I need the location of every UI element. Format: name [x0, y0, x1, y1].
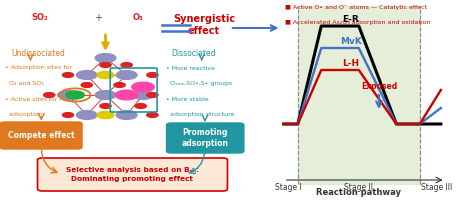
Text: ■ Active O• and O⁻ atoms — Catalytic effect: ■ Active O• and O⁻ atoms — Catalytic eff…: [285, 5, 427, 10]
FancyBboxPatch shape: [38, 158, 227, 191]
Text: • More reactive: • More reactive: [166, 66, 215, 71]
Circle shape: [116, 71, 137, 79]
Text: adsorption: adsorption: [5, 112, 42, 117]
Text: ■ Accelerated As₂O₃ adsorption and oxidation: ■ Accelerated As₂O₃ adsorption and oxida…: [285, 20, 431, 25]
Circle shape: [76, 71, 97, 79]
Circle shape: [135, 104, 146, 108]
Circle shape: [97, 111, 114, 119]
Text: • Adsorption sites for: • Adsorption sites for: [5, 66, 72, 71]
Text: L-H: L-H: [342, 60, 359, 68]
Circle shape: [62, 113, 74, 117]
Text: • More stable: • More stable: [166, 97, 209, 102]
Text: Stage II: Stage II: [344, 184, 373, 192]
Bar: [298, 6, 420, 184]
Circle shape: [115, 90, 138, 100]
Text: O₂ and SO₂: O₂ and SO₂: [5, 81, 44, 86]
Circle shape: [147, 113, 158, 117]
Circle shape: [44, 93, 55, 97]
Text: O₃: O₃: [133, 14, 144, 22]
Circle shape: [116, 111, 137, 119]
Text: Stage I: Stage I: [275, 184, 302, 192]
Circle shape: [114, 83, 125, 87]
Circle shape: [100, 63, 111, 67]
Circle shape: [95, 91, 116, 99]
Text: Undissociated: Undissociated: [12, 48, 66, 58]
Text: Reaction pathway: Reaction pathway: [316, 188, 401, 197]
Circle shape: [81, 83, 92, 87]
FancyBboxPatch shape: [0, 122, 82, 149]
Text: E-R: E-R: [342, 16, 359, 24]
Text: Compete effect: Compete effect: [8, 131, 75, 140]
Circle shape: [66, 91, 84, 99]
Text: SO₂: SO₂: [31, 14, 48, 22]
Text: adsorption structure: adsorption structure: [166, 112, 235, 117]
Text: +: +: [94, 13, 103, 23]
Text: Oₓₙₘ,SO•,S• groups: Oₓₙₘ,SO•,S• groups: [166, 81, 233, 86]
Text: Stage III: Stage III: [421, 184, 452, 192]
Text: Exposed: Exposed: [361, 82, 397, 90]
Text: Selective analysis based on Bₓₙ:
Dominating promoting effect: Selective analysis based on Bₓₙ: Dominat…: [66, 167, 199, 182]
Circle shape: [95, 54, 116, 62]
Circle shape: [147, 93, 158, 97]
Circle shape: [97, 71, 114, 79]
FancyBboxPatch shape: [166, 123, 244, 153]
Text: • Active sites for As₂O₃: • Active sites for As₂O₃: [5, 97, 77, 102]
Text: MvK: MvK: [340, 38, 362, 46]
Circle shape: [147, 73, 158, 77]
Circle shape: [121, 63, 132, 67]
Circle shape: [133, 91, 153, 99]
Circle shape: [62, 73, 74, 77]
Circle shape: [58, 91, 78, 99]
Text: Dissociated: Dissociated: [171, 48, 216, 58]
Circle shape: [132, 82, 154, 92]
Circle shape: [100, 104, 111, 108]
Text: Promoting
adsorption: Promoting adsorption: [182, 128, 229, 148]
Text: Synergistic
effect: Synergistic effect: [173, 14, 235, 36]
Circle shape: [76, 111, 97, 119]
